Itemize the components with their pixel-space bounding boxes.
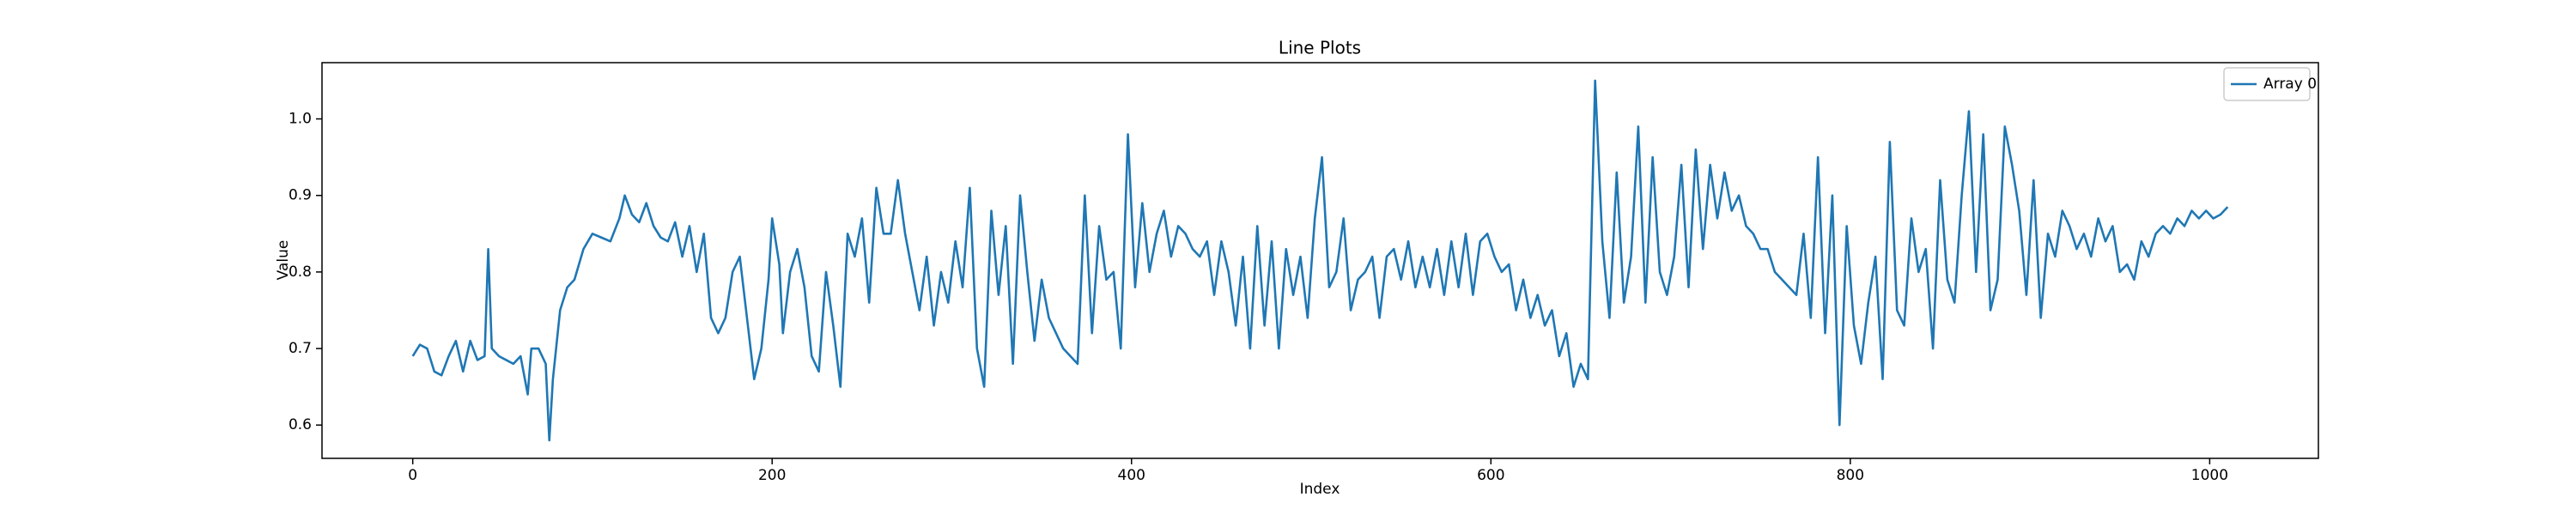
x-tick-label: 0 (408, 467, 417, 484)
x-tick-label: 600 (1477, 467, 1504, 484)
x-tick-label: 800 (1837, 467, 1864, 484)
y-axis-label: Value (275, 240, 292, 281)
legend-label: Array 0 (2263, 76, 2317, 93)
y-tick-label: 1.0 (289, 111, 312, 128)
chart-title: Line Plots (1279, 38, 1361, 58)
legend-box (2223, 67, 2311, 101)
x-tick-label: 200 (758, 467, 786, 484)
x-tick-label: 400 (1118, 467, 1145, 484)
data-line (411, 79, 2229, 442)
y-tick-label: 0.6 (289, 416, 312, 433)
plot-frame (321, 62, 2319, 459)
x-tick-label: 1000 (2191, 467, 2228, 484)
y-tick-label: 0.9 (289, 187, 312, 204)
y-tick-label: 0.7 (289, 340, 312, 357)
x-axis-label: Index (1300, 481, 1340, 498)
y-tick-label: 0.8 (289, 264, 312, 281)
